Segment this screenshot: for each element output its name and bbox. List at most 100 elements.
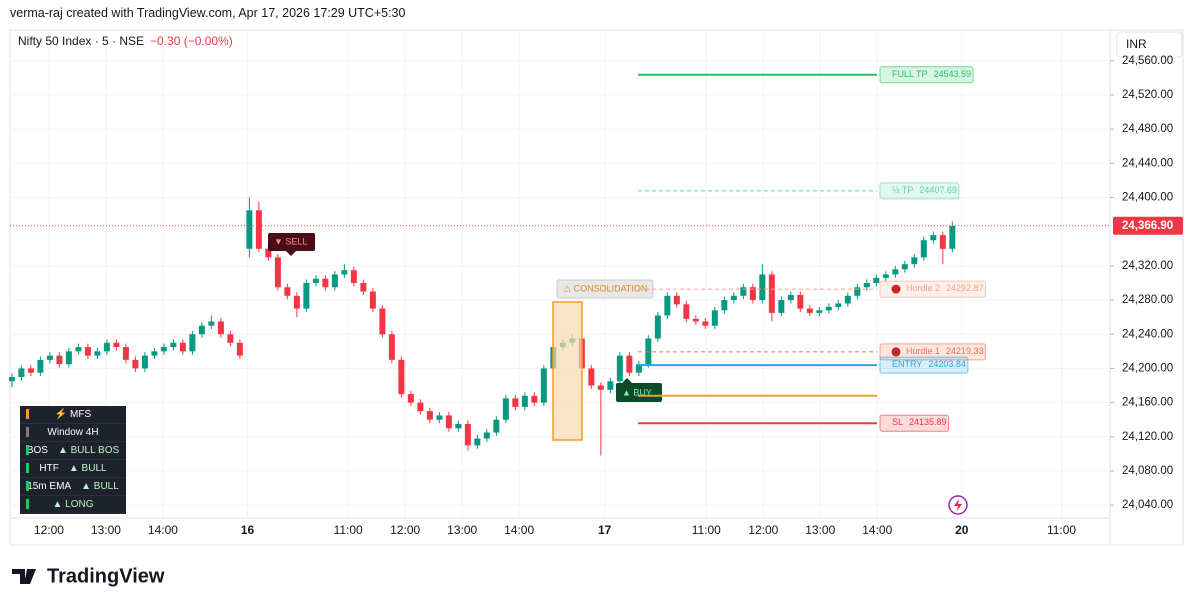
candle-body <box>94 351 101 356</box>
brand: TradingView <box>47 565 165 587</box>
candle-body <box>873 277 880 283</box>
currency[interactable]: INR <box>1126 37 1147 51</box>
level-value: 24407.69 <box>919 185 957 195</box>
candle-body <box>179 342 186 352</box>
candle-body <box>892 269 899 275</box>
candle-body <box>198 325 205 335</box>
x-tick-label: 14:00 <box>148 523 178 537</box>
candle-body <box>597 385 604 390</box>
candle-body <box>170 342 177 348</box>
level-name: FULL TP <box>892 69 928 79</box>
level-label: Hurdle 1 24219.33 <box>906 346 984 356</box>
candle-body <box>588 368 595 386</box>
candle-body <box>512 398 519 407</box>
candle-body <box>360 282 367 292</box>
candle-body <box>436 415 443 420</box>
x-tick-label: 11:00 <box>692 523 721 537</box>
candle-body <box>189 334 196 352</box>
credit: verma-raj created with TradingView.com, … <box>10 6 406 20</box>
candle-body <box>379 308 386 335</box>
candle-body <box>75 347 82 352</box>
x-tick-label: 13:00 <box>447 523 477 537</box>
table-row: Window 4H <box>20 424 126 442</box>
candle-body <box>616 355 623 382</box>
candle-body <box>151 351 158 356</box>
candle-body <box>160 347 167 352</box>
candle-body <box>911 257 918 265</box>
candle-body <box>284 287 291 296</box>
level-label: ½ TP 24407.69 <box>892 185 957 195</box>
candle-body <box>920 240 927 258</box>
row-indicator <box>26 463 29 473</box>
candle-body <box>645 338 652 365</box>
candle-body <box>730 295 737 301</box>
buy-pointer <box>622 378 632 383</box>
y-tick-label: 24,160.00 <box>1122 397 1173 409</box>
level-box <box>879 280 987 298</box>
table-cell: 15m EMA <box>27 481 72 492</box>
change: −0.30 (−0.00%) <box>150 34 233 48</box>
sell-tag <box>268 233 315 251</box>
candle-body <box>8 376 15 382</box>
candle-body <box>103 342 110 352</box>
candle-body <box>417 402 424 412</box>
x-tick-label: 13:00 <box>805 523 835 537</box>
candle-body <box>293 295 300 309</box>
y-tick-label: 24,560.00 <box>1122 55 1173 67</box>
buy-tag <box>616 383 662 402</box>
level-name: Hurdle 2 <box>906 283 940 293</box>
candle-body <box>445 415 452 429</box>
level-tag: SL 24135.89 <box>879 414 950 432</box>
row-indicator <box>26 499 29 509</box>
candle-body <box>331 274 338 288</box>
y-tick-label: 24,400.00 <box>1122 192 1173 204</box>
level-icon <box>891 347 901 357</box>
candle-body <box>65 351 72 365</box>
candle-body <box>18 368 25 377</box>
level-name: Hurdle 1 <box>906 346 940 356</box>
table-cell: ▲ BULL <box>68 463 107 474</box>
x-tick-label: 17 <box>598 523 612 537</box>
x-tick-label: 20 <box>955 523 969 537</box>
candle-body <box>740 287 747 296</box>
candle-body <box>46 355 53 360</box>
level-tag: ENTRY 24203.84 <box>879 356 969 374</box>
candle-body <box>683 304 690 319</box>
candle-body <box>692 318 699 322</box>
level-icon <box>891 284 901 294</box>
currency-box[interactable] <box>1116 31 1183 58</box>
level-label: ENTRY 24203.84 <box>892 360 966 370</box>
level-label: Hurdle 2 24292.87 <box>906 283 984 293</box>
level-name: SL <box>892 418 903 428</box>
candle-body <box>664 295 671 316</box>
level-tag: ½ TP 24407.69 <box>879 182 960 200</box>
candle-body <box>493 419 500 433</box>
candle-body <box>455 423 462 429</box>
candle-body <box>626 355 633 373</box>
table-row: HTF ▲ BULL <box>20 460 126 478</box>
marks <box>8 197 956 456</box>
candle-body <box>806 308 813 313</box>
x-tick-label: 14:00 <box>504 523 534 537</box>
candle-body <box>141 355 148 369</box>
alert-icon[interactable] <box>948 495 968 515</box>
x-tick-label: 14:00 <box>862 523 892 537</box>
level-tag: Hurdle 2 24292.87 <box>879 280 987 298</box>
level-box <box>879 356 969 374</box>
candle-body <box>759 274 766 301</box>
y-tick-label: 24,080.00 <box>1122 465 1173 477</box>
sell-pointer <box>286 251 296 256</box>
x-tick-label: 12:00 <box>34 523 64 537</box>
candle-body <box>787 294 794 301</box>
table-cell: BOS <box>26 445 48 456</box>
candle-body <box>816 310 823 313</box>
candle-body <box>407 394 414 403</box>
candle-body <box>654 315 661 339</box>
candle-body <box>768 274 775 313</box>
table-cell: ▲ LONG <box>52 499 94 510</box>
buy-label: ▲ BUY <box>622 387 652 397</box>
frame <box>9 29 1184 546</box>
x-tick-label: 11:00 <box>334 523 363 537</box>
